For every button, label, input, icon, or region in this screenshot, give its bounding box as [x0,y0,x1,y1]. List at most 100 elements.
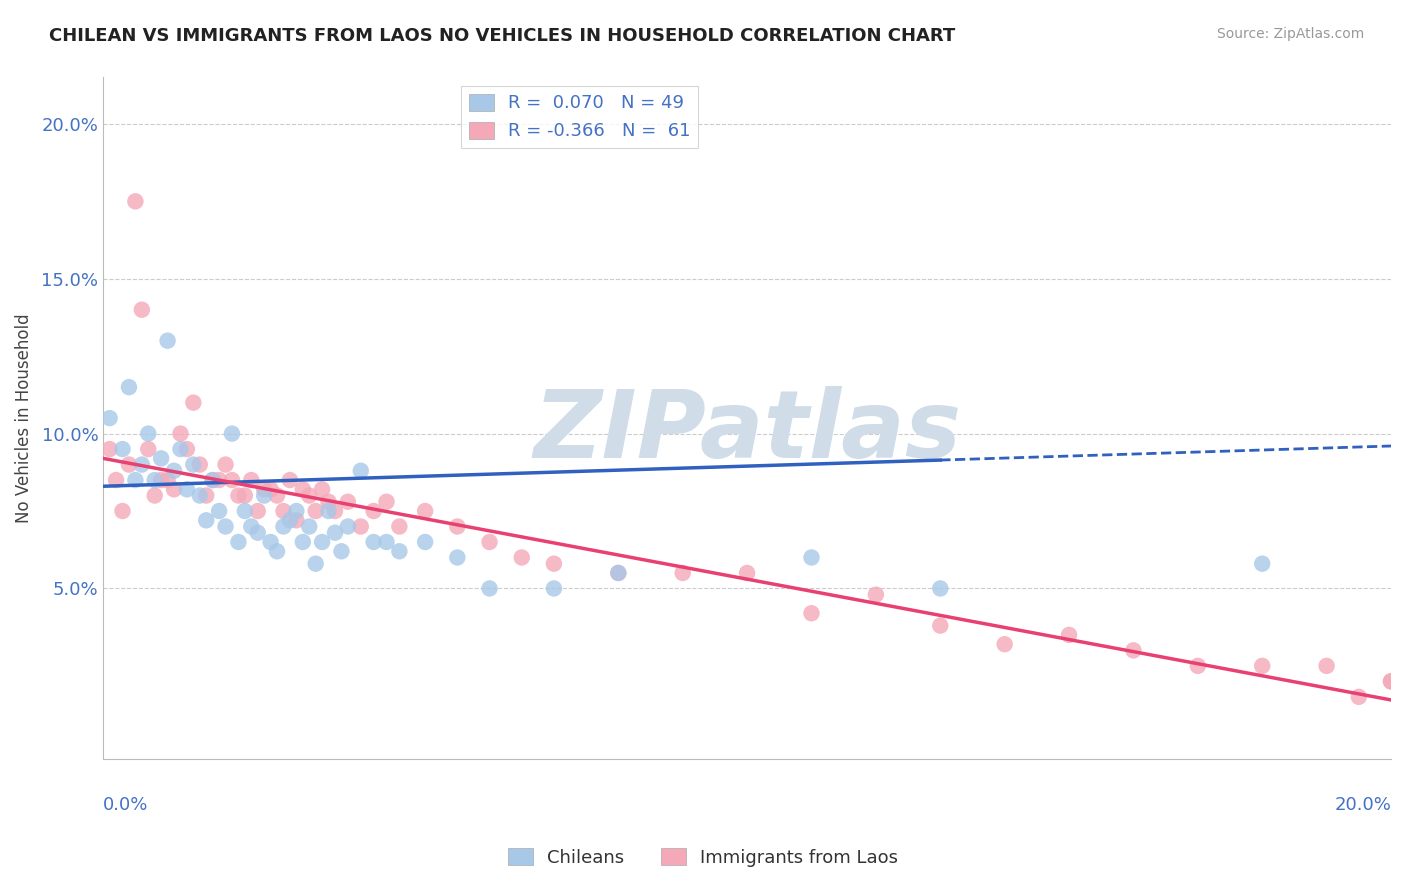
Point [510,550,533,565]
Point [350,464,373,478]
Point [176,483,198,497]
Point [201,473,224,487]
Point [195,489,218,503]
Point [446,519,468,533]
Point [169,442,191,456]
Point [240,519,263,533]
Point [800,550,823,565]
Point [1122,643,1144,657]
Point [607,566,630,580]
Point [143,489,166,503]
Point [305,504,328,518]
Point [994,637,1017,651]
Point [273,519,295,533]
Point [124,194,146,209]
Point [150,473,173,487]
Point [1379,674,1402,689]
Point [607,566,630,580]
Point [228,489,250,503]
Point [735,566,758,580]
Point [118,458,141,472]
Point [350,519,373,533]
Point [124,473,146,487]
Point [323,504,346,518]
Point [1316,658,1339,673]
Point [318,504,340,518]
Point [221,426,243,441]
Point [131,302,153,317]
Point [233,489,256,503]
Point [1187,658,1209,673]
Point [929,618,952,632]
Point [233,504,256,518]
Point [163,483,186,497]
Point [929,582,952,596]
Point [169,426,191,441]
Point [240,473,263,487]
Point [672,566,695,580]
Point [253,483,276,497]
Point [388,544,411,558]
Point [188,458,211,472]
Point [330,544,353,558]
Point [318,494,340,508]
Point [543,582,565,596]
Point [266,544,288,558]
Point [228,535,250,549]
Point [478,582,501,596]
Point [311,535,333,549]
Point [363,535,385,549]
Point [156,334,179,348]
Point [446,550,468,565]
Point [214,519,236,533]
Point [278,473,301,487]
Point [131,458,153,472]
Point [375,494,398,508]
Point [253,489,276,503]
Point [105,473,128,487]
Point [865,588,887,602]
Point [98,411,121,425]
Point [259,483,281,497]
Point [1251,557,1274,571]
Point [413,535,436,549]
Text: 0.0%: 0.0% [103,797,149,814]
Point [156,473,179,487]
Point [183,458,205,472]
Point [150,451,173,466]
Point [188,489,211,503]
Point [311,483,333,497]
Point [195,513,218,527]
Point [111,442,134,456]
Point [208,473,231,487]
Point [136,426,159,441]
Point [259,535,281,549]
Point [246,525,269,540]
Point [800,606,823,620]
Point [1251,658,1274,673]
Point [478,535,501,549]
Text: ZIPatlas: ZIPatlas [533,385,962,478]
Point [143,473,166,487]
Legend: R =  0.070   N = 49, R = -0.366   N =  61: R = 0.070 N = 49, R = -0.366 N = 61 [461,87,697,147]
Point [336,519,359,533]
Point [336,494,359,508]
Point [388,519,411,533]
Point [305,557,328,571]
Point [298,489,321,503]
Point [163,464,186,478]
Point [1379,674,1402,689]
Point [291,483,314,497]
Point [214,458,236,472]
Y-axis label: No Vehicles in Household: No Vehicles in Household [15,313,32,523]
Point [375,535,398,549]
Point [246,504,269,518]
Point [298,519,321,533]
Text: 20.0%: 20.0% [1334,797,1391,814]
Point [221,473,243,487]
Legend: Chileans, Immigrants from Laos: Chileans, Immigrants from Laos [501,841,905,874]
Point [291,535,314,549]
Point [285,513,308,527]
Point [323,525,346,540]
Point [543,557,565,571]
